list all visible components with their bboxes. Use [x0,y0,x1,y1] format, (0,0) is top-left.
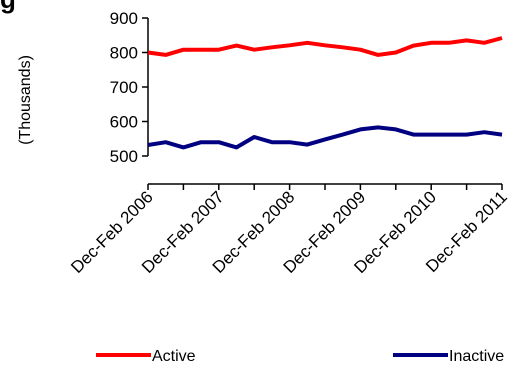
y-axis-label: (Thousands) [17,55,34,145]
y-tick-label: 900 [110,9,138,28]
series-line-inactive [147,125,503,150]
y-tick-label: 700 [110,78,138,97]
legend: Active Inactive [96,348,504,365]
cropped-heading-fragment: g [0,0,16,14]
y-tick-label: 500 [110,147,138,166]
legend-label-inactive: Inactive [449,348,504,365]
axes [142,17,503,190]
y-tick-label: 800 [110,44,138,63]
legend-label-active: Active [152,348,196,365]
series-line-active [147,36,503,57]
series-lines [147,36,503,150]
y-tick-label: 600 [110,113,138,132]
y-tick-labels: 500 600 700 800 900 [110,9,138,166]
